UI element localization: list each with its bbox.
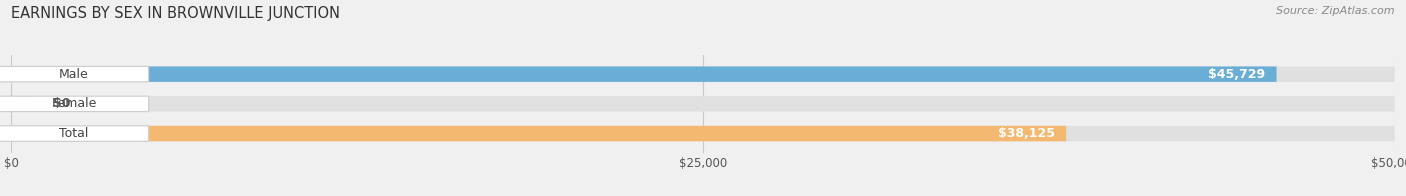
FancyBboxPatch shape	[0, 66, 149, 82]
FancyBboxPatch shape	[0, 126, 149, 141]
Text: $0: $0	[53, 97, 70, 110]
Text: Source: ZipAtlas.com: Source: ZipAtlas.com	[1277, 6, 1395, 16]
Text: $45,729: $45,729	[1208, 68, 1265, 81]
FancyBboxPatch shape	[11, 66, 1395, 82]
Text: EARNINGS BY SEX IN BROWNVILLE JUNCTION: EARNINGS BY SEX IN BROWNVILLE JUNCTION	[11, 6, 340, 21]
FancyBboxPatch shape	[11, 126, 1395, 141]
FancyBboxPatch shape	[11, 66, 1277, 82]
FancyBboxPatch shape	[11, 96, 1395, 112]
FancyBboxPatch shape	[11, 126, 1066, 141]
Text: Male: Male	[59, 68, 89, 81]
Text: Female: Female	[51, 97, 97, 110]
Text: $38,125: $38,125	[998, 127, 1054, 140]
FancyBboxPatch shape	[0, 96, 149, 112]
FancyBboxPatch shape	[11, 96, 37, 112]
Text: Total: Total	[59, 127, 89, 140]
